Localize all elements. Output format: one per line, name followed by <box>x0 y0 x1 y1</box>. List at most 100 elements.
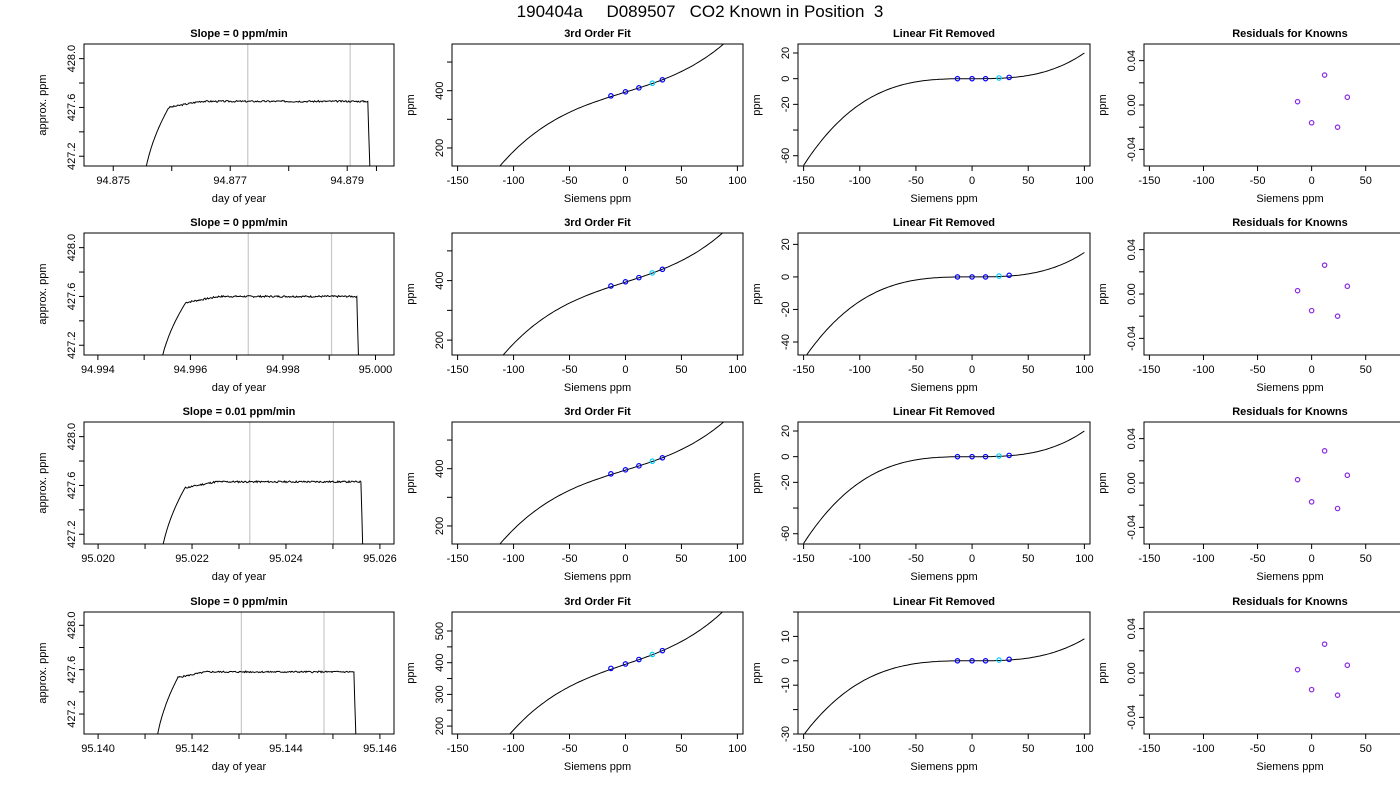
x-tick-label: 0 <box>622 175 628 187</box>
panel-4: Residuals for Knowns-150-100-50050100Sie… <box>1097 28 1400 205</box>
data-point <box>954 75 961 82</box>
data-point <box>636 85 642 91</box>
x-tick-label: 50 <box>1360 553 1372 565</box>
x-tick-label: -100 <box>1192 743 1214 755</box>
y-tick-label: 427.2 <box>66 520 78 548</box>
y-axis-label: ppm <box>751 472 763 493</box>
x-tick-label: -150 <box>447 175 469 187</box>
data-point <box>982 453 989 460</box>
x-tick-label: 0 <box>969 175 975 187</box>
x-tick-label: 95.146 <box>363 743 397 755</box>
data-point <box>996 657 1002 663</box>
y-tick-label: 400 <box>434 460 446 478</box>
data-point <box>996 273 1002 279</box>
x-tick-label: -50 <box>562 553 578 565</box>
panel-title: Linear Fit Removed <box>893 596 995 608</box>
y-tick-label: 200 <box>434 517 446 535</box>
x-tick-label: 95.026 <box>363 553 397 565</box>
panel-title: Linear Fit Removed <box>893 28 995 40</box>
x-tick-label: 95.024 <box>269 553 303 565</box>
data-point <box>659 76 666 83</box>
plot-frame <box>1143 232 1400 356</box>
data-point <box>1308 119 1315 126</box>
data-point <box>608 283 614 289</box>
x-tick-label: 50 <box>1360 743 1372 755</box>
y-tick-label: 400 <box>434 654 446 672</box>
x-tick-label: 0 <box>1309 553 1315 565</box>
y-tick-label: 200 <box>434 717 446 735</box>
plot-frame <box>451 611 744 735</box>
x-tick-label: 95.020 <box>81 553 115 565</box>
data-point <box>649 270 656 276</box>
y-tick-label: 428.0 <box>66 612 78 640</box>
data-point <box>1321 262 1328 268</box>
data-point <box>649 80 656 87</box>
y-tick-label: -10 <box>780 677 792 693</box>
y-tick-label: -60 <box>780 526 792 542</box>
y-tick-label: 427.6 <box>66 94 78 122</box>
x-axis-label: Siemens ppm <box>1256 382 1323 394</box>
fit-curve <box>499 44 725 166</box>
y-tick-label: 20 <box>780 47 792 59</box>
plot-frame <box>1143 421 1400 545</box>
y-axis-label: approx. ppm <box>37 452 49 513</box>
data-point <box>969 453 975 460</box>
y-axis-label: ppm <box>751 94 763 115</box>
x-tick-label: -150 <box>447 553 469 565</box>
plot-frame <box>1143 611 1400 735</box>
data-point <box>1308 499 1315 505</box>
data-point <box>982 274 989 280</box>
y-tick-label: -20 <box>780 302 792 318</box>
x-axis-label: Siemens ppm <box>1256 571 1323 583</box>
x-tick-label: -50 <box>908 175 924 187</box>
y-tick-label: 200 <box>434 139 446 157</box>
y-tick-label: 428.0 <box>66 45 78 73</box>
x-tick-label: 100 <box>1075 743 1093 755</box>
data-point <box>1334 692 1341 698</box>
data-point <box>608 93 614 99</box>
x-axis-label: day of year <box>212 382 267 394</box>
x-tick-label: 50 <box>675 743 687 755</box>
x-axis-label: Siemens ppm <box>910 761 977 773</box>
x-tick-label: 50 <box>675 175 687 187</box>
fit-curve <box>509 612 724 734</box>
x-tick-label: -50 <box>562 364 578 376</box>
panel-15: Linear Fit Removed-150 -100 -50 0 50 100Sieme… <box>751 596 1094 773</box>
plot-frame <box>797 43 1091 167</box>
y-tick-label: 427.2 <box>66 700 78 728</box>
plot-frame <box>1143 43 1400 167</box>
x-axis-label: Siemens ppm <box>564 761 631 773</box>
y-tick-label: 427.6 <box>66 656 78 684</box>
x-tick-label: 94.998 <box>266 364 300 376</box>
x-tick-label: 50 <box>1022 175 1034 187</box>
y-tick-label: -0.04 <box>1126 137 1138 162</box>
x-tick-label: 100 <box>728 743 746 755</box>
data-point <box>622 467 629 473</box>
data-point <box>1006 74 1012 81</box>
data-point <box>622 661 629 667</box>
plot-frame <box>451 232 744 356</box>
data-point <box>969 274 975 280</box>
data-point <box>954 453 961 460</box>
y-axis-label: ppm <box>1097 94 1109 115</box>
x-axis-label: day of year <box>212 193 267 205</box>
panel-title: Residuals for Knowns <box>1232 406 1348 418</box>
y-axis-label: approx. ppm <box>37 74 49 135</box>
x-tick-label: 0 <box>1309 364 1315 376</box>
fit-curve <box>803 430 1085 544</box>
y-tick-label: 0.00 <box>1126 472 1138 493</box>
plot-frame <box>451 43 744 167</box>
panel-9: Slope = 0.01 ppm/min 95.020 95.022 95.024 95… <box>37 406 397 583</box>
x-tick-label: 0 <box>1309 175 1315 187</box>
plot-frame <box>83 611 395 735</box>
x-tick-label: -100 <box>1192 175 1214 187</box>
trace-line <box>162 294 359 355</box>
x-tick-label: -100 <box>503 553 525 565</box>
data-point <box>1006 656 1012 663</box>
data-point <box>1294 287 1301 294</box>
x-tick-label: 95.000 <box>359 364 393 376</box>
x-tick-label: 0 <box>1309 743 1315 755</box>
x-tick-label: -150 <box>793 743 815 755</box>
y-tick-label: 427.2 <box>66 142 78 170</box>
